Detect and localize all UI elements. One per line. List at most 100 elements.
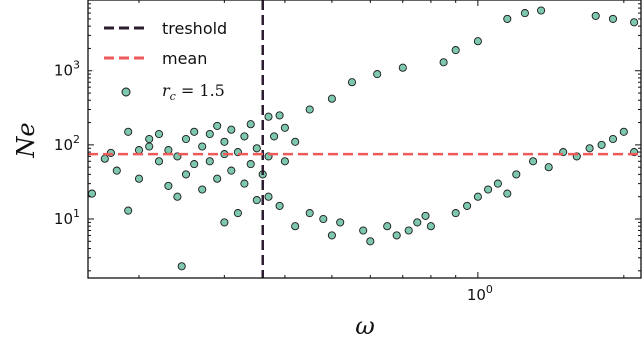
scatter-point [252, 144, 261, 153]
scatter-point [608, 134, 618, 144]
scatter-point [181, 134, 191, 144]
scatter-point [190, 127, 199, 136]
scatter-point [347, 78, 357, 87]
scatter-point [421, 211, 430, 220]
scatter-point [305, 105, 314, 114]
scatter-point [154, 129, 164, 139]
scatter-point [630, 18, 639, 27]
scatter-point [233, 209, 242, 218]
legend-threshold-label: treshold [162, 19, 227, 38]
scatter-point [246, 160, 255, 169]
scatter-point [591, 11, 600, 20]
x-tick-label: 100 [467, 283, 493, 304]
scatter-point [585, 144, 594, 153]
legend: treshold mean rc = 1.5 [92, 4, 252, 104]
scatter-point [240, 179, 249, 188]
scatter-point [327, 94, 336, 103]
scatter-point [240, 132, 249, 141]
scatter-point [280, 123, 289, 132]
scatter-point [426, 222, 435, 231]
x-axis-label: ω [355, 312, 375, 340]
scatter-point [493, 179, 502, 188]
y-tick-label: 101 [54, 207, 80, 228]
scatter-point [520, 9, 529, 18]
scatter-point [220, 137, 229, 146]
plot-frame [87, 0, 642, 279]
scatter-point [124, 127, 133, 136]
scatter-point [134, 146, 144, 155]
scatter-point [252, 196, 261, 205]
scatter-point [164, 146, 173, 155]
scatter-point [366, 237, 375, 246]
scatter-point [336, 218, 345, 227]
scatter-point [327, 231, 336, 240]
scatter-point [190, 160, 199, 169]
y-tick-label: 103 [54, 59, 80, 80]
legend-mean-label: mean [162, 49, 207, 68]
scatter-point [319, 214, 328, 224]
scatter-point [205, 129, 214, 139]
scatter-point [383, 222, 392, 231]
y-tick-label: 102 [54, 133, 80, 154]
scatter-point [544, 163, 553, 172]
scatter-point [359, 226, 368, 235]
scatter-point [177, 262, 186, 271]
reference-lines [88, 0, 641, 278]
scatter-point [198, 142, 207, 151]
scatter-point [112, 166, 121, 175]
scatter-point [291, 222, 300, 231]
scatter-point [198, 185, 207, 194]
scatter-point [181, 170, 191, 179]
scatter-point [597, 140, 606, 149]
scatter-point [512, 170, 521, 179]
scatter-point [164, 181, 173, 190]
scatter-point [398, 63, 407, 72]
scatter-point [392, 231, 401, 240]
legend-series-marker [121, 87, 131, 97]
scatter-point [463, 201, 472, 210]
scatter-point [373, 70, 382, 79]
scatter-point [246, 120, 255, 129]
scatter-point [439, 58, 448, 67]
scatter-point [451, 209, 460, 218]
scatter-point [473, 37, 482, 46]
scatter-point [413, 218, 422, 227]
scatter-point [275, 111, 284, 120]
scatter-point [220, 218, 229, 227]
scatter-point [275, 201, 284, 210]
scatter-point [213, 121, 222, 130]
scatter-point [451, 46, 460, 55]
scatter-point [134, 174, 144, 183]
scatter-point [473, 192, 482, 201]
scatter-point [619, 127, 628, 136]
scatter-point [291, 137, 300, 146]
scatter-point [537, 6, 546, 15]
scatter-point [503, 14, 512, 23]
scatter-point [484, 185, 493, 194]
scatter-point [145, 134, 154, 144]
scatter-point [404, 226, 413, 235]
scatter-point [173, 192, 182, 201]
scatter-point [205, 157, 214, 166]
legend-series-label: rc = 1.5 [162, 81, 225, 103]
scatter-point [529, 157, 538, 166]
scatter-point [227, 166, 236, 175]
scatter-point [145, 142, 154, 151]
scatter-point [124, 206, 133, 215]
scatter-point [154, 157, 164, 166]
scatter-point [227, 125, 236, 134]
scatter-point [305, 209, 314, 218]
scatter-point [270, 132, 279, 141]
y-axis-label: Ne [12, 122, 40, 158]
tick-labels: 101 102 103 100 [54, 59, 493, 304]
scatter-point [100, 154, 109, 163]
scatter-point [213, 174, 222, 183]
scatter-point [280, 157, 289, 166]
scatter-point [87, 189, 97, 198]
scatter-point [503, 189, 512, 198]
scatter-point [264, 192, 273, 201]
scatter-point [264, 112, 273, 121]
legend-background [92, 4, 252, 104]
scatter-point [608, 14, 618, 23]
